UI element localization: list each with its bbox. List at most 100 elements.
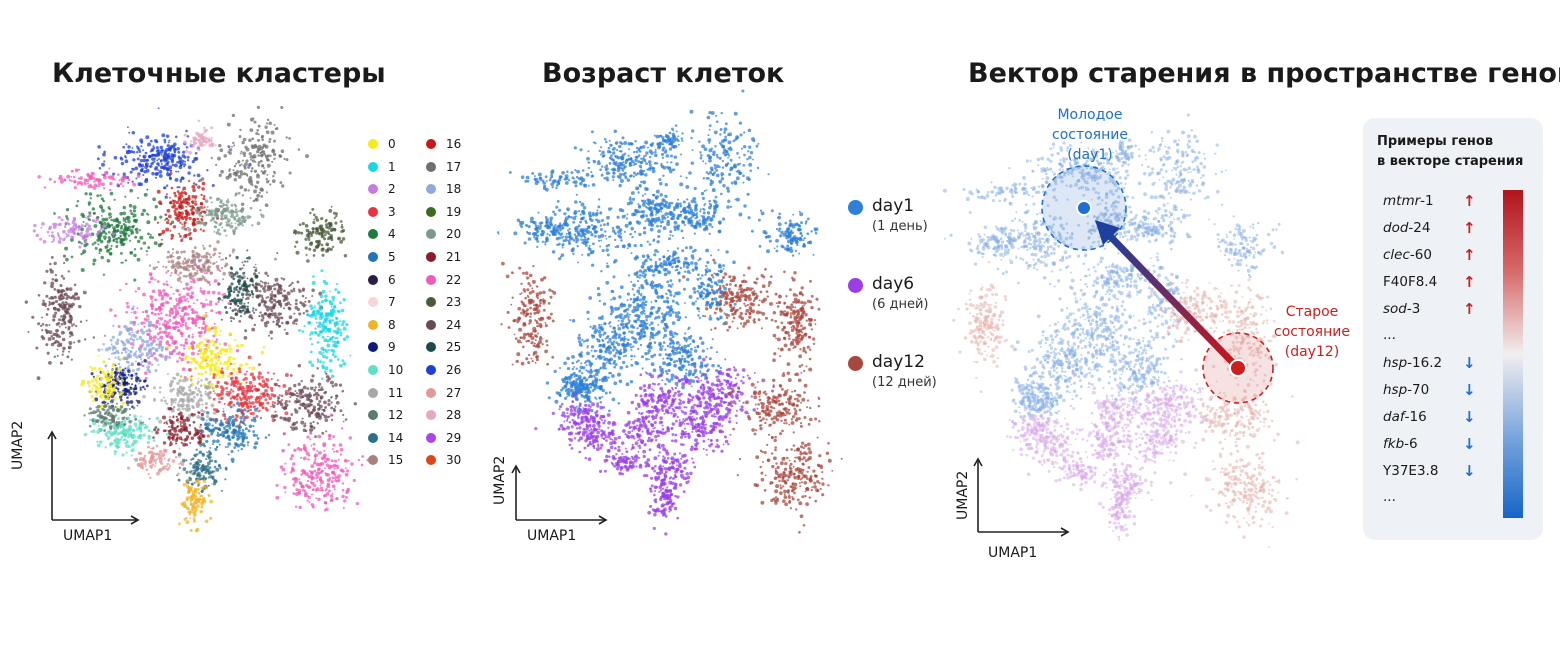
cluster-color-dot — [368, 297, 378, 308]
panel1-xlabel: UMAP1 — [63, 528, 113, 544]
gene-row-down: daf-16 ↓ — [1383, 408, 1476, 426]
cluster-legend-label: 0 — [388, 137, 396, 151]
gene-name-suffix: -24 — [1408, 220, 1431, 236]
cluster-color-dot — [368, 410, 378, 421]
gene-name: dod-24 — [1383, 220, 1463, 236]
gene-name: Y37E3.8 — [1383, 463, 1463, 479]
old-line: Старое — [1285, 304, 1339, 320]
y-axis-arrow-icon — [511, 464, 521, 474]
gene-row-up: mtmr-1 ↑ — [1383, 192, 1476, 210]
y-axis-arrow-icon — [47, 430, 57, 440]
cluster-legend-item: 16 — [426, 137, 461, 151]
gene-name-suffix: -70 — [1407, 382, 1430, 398]
age-legend-item-day12: day12 (12 дней) — [848, 350, 937, 392]
gene-row-down: fkb-6 ↓ — [1383, 435, 1476, 453]
cluster-legend-label: 16 — [446, 137, 462, 151]
cluster-color-dot — [426, 161, 436, 172]
cluster-legend-label: 27 — [446, 385, 462, 400]
gene-colorbar — [1503, 190, 1523, 518]
down-arrow-icon: ↓ — [1463, 408, 1476, 426]
gene-name-suffix: -16.2 — [1407, 355, 1443, 371]
panel1-ylabel: UMAP2 — [10, 420, 26, 470]
gene-examples-box: Примеры генов в векторе старения mtmr-1 ↑… — [1363, 118, 1543, 540]
age-sub: (12 дней) — [872, 375, 937, 390]
cluster-legend-item: 5 — [368, 250, 396, 264]
cluster-legend-label: 6 — [388, 272, 396, 287]
gene-name-suffix: -3 — [1406, 301, 1421, 317]
cluster-color-dot — [368, 184, 378, 195]
age-label: day12 — [872, 352, 925, 372]
day6-dot — [848, 278, 863, 293]
cluster-legend-label: 15 — [388, 453, 404, 468]
cluster-color-dot — [368, 139, 378, 149]
cluster-color-dot — [426, 365, 436, 375]
cluster-legend-label: 9 — [388, 340, 396, 355]
gene-name-italic: fkb — [1383, 436, 1405, 452]
cluster-legend-label: 30 — [446, 453, 462, 468]
cluster-color-dot — [426, 387, 436, 398]
cluster-legend-item: 22 — [426, 273, 461, 287]
cluster-legend-item: 8 — [368, 318, 396, 332]
cluster-color-dot — [426, 342, 436, 353]
gene-row-down: hsp-70 ↓ — [1383, 381, 1476, 399]
cluster-color-dot — [426, 229, 436, 240]
x-axis-arrow-icon — [1060, 527, 1070, 537]
cluster-legend-label: 24 — [446, 317, 462, 332]
gene-name-suffix: -16 — [1404, 409, 1427, 425]
cluster-legend-label: 22 — [446, 272, 462, 287]
cluster-color-dot — [368, 206, 378, 217]
panel3-ylabel: UMAP2 — [955, 470, 971, 520]
scatter-panel-2 — [496, 89, 843, 536]
cluster-color-dot — [426, 319, 436, 330]
scatter-panel-1 — [24, 105, 370, 533]
panel2-ylabel: UMAP2 — [492, 455, 508, 505]
cluster-legend-item: 2 — [368, 182, 396, 196]
cluster-legend-label: 7 — [388, 295, 396, 310]
panel2-xlabel: UMAP1 — [527, 528, 577, 544]
cluster-legend-label: 17 — [446, 159, 462, 174]
cluster-legend-item: 25 — [426, 340, 461, 354]
cluster-legend-label: 18 — [446, 182, 462, 197]
cluster-legend-label: 21 — [446, 250, 462, 264]
up-arrow-icon: ↑ — [1463, 300, 1476, 318]
cluster-color-dot — [368, 387, 378, 398]
cluster-legend-item: 12 — [368, 408, 403, 422]
cluster-legend-item: 27 — [426, 386, 461, 400]
up-arrow-icon: ↑ — [1463, 246, 1476, 264]
old-line: состояние — [1274, 324, 1350, 340]
gene-row-down: hsp-16.2 ↓ — [1383, 354, 1476, 372]
cluster-legend-item: 9 — [368, 340, 396, 354]
gene-name: hsp-16.2 — [1383, 355, 1463, 371]
cluster-legend-item: 15 — [368, 453, 403, 467]
cluster-color-dot — [368, 274, 378, 285]
gene-box-title: Примеры генов в векторе старения — [1377, 132, 1523, 172]
cluster-legend-label: 8 — [388, 317, 396, 332]
age-label: day1 — [872, 196, 915, 216]
gene-name-italic: sod — [1383, 301, 1407, 317]
cluster-legend-item: 23 — [426, 295, 461, 309]
gene-name: clec-60 — [1383, 247, 1463, 263]
old-state-point — [1229, 359, 1247, 377]
x-axis-arrow-icon — [598, 515, 608, 525]
gene-name: hsp-70 — [1383, 382, 1463, 398]
young-line: состояние — [1052, 127, 1128, 143]
gene-name-italic: hsp — [1383, 355, 1408, 371]
up-arrow-icon: ↑ — [1463, 219, 1476, 237]
gene-name-italic: daf — [1383, 409, 1405, 425]
cluster-legend-label: 25 — [446, 340, 462, 355]
day1-dot — [848, 200, 863, 215]
cluster-legend-label: 11 — [388, 385, 404, 400]
cluster-legend-item: 30 — [426, 453, 461, 467]
cluster-legend-item: 26 — [426, 363, 461, 377]
cluster-color-dot — [368, 161, 378, 172]
cluster-legend-item: 6 — [368, 273, 396, 287]
young-state-annotation: Молодое состояние (day1) — [1052, 105, 1128, 165]
cluster-legend-item: 3 — [368, 205, 396, 219]
cluster-legend-item: 20 — [426, 227, 461, 241]
x-axis-arrow-icon — [130, 515, 140, 525]
up-arrow-icon: ↑ — [1463, 192, 1476, 210]
cluster-legend-label: 29 — [446, 430, 462, 445]
down-arrow-icon: ↓ — [1463, 381, 1476, 399]
age-label: day6 — [872, 274, 915, 294]
gene-name-suffix: -1 — [1420, 193, 1434, 209]
